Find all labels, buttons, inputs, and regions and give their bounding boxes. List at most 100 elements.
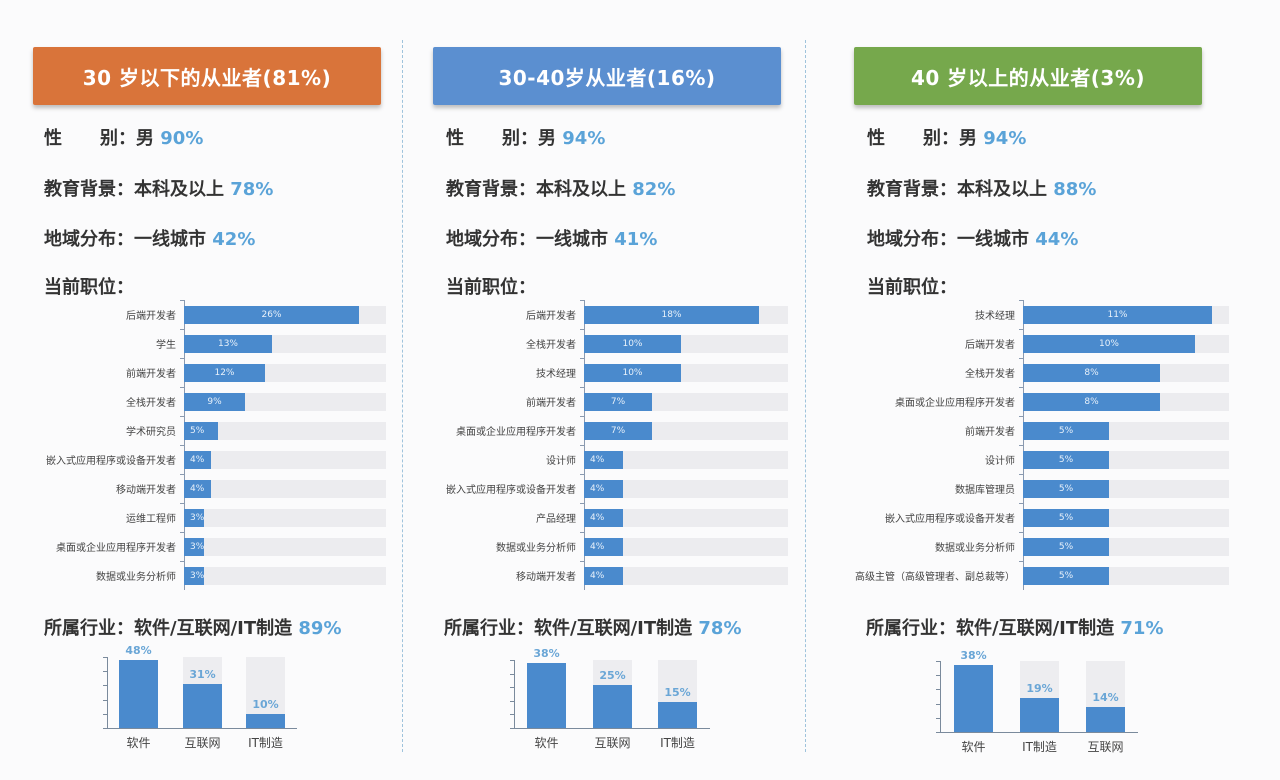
bar-track: 3%: [184, 567, 386, 585]
axis-tick: [1019, 416, 1023, 417]
bar-row: 数据或业务分析师 3%: [96, 561, 386, 590]
bar-track: 9%: [184, 393, 386, 411]
bar-label: 数据库管理员: [955, 485, 1015, 496]
gender-row: 性 别：男 94%: [446, 124, 605, 150]
column-label: 互联网: [1087, 740, 1124, 754]
axis-tick: [180, 532, 184, 533]
bar-fill: 12%: [184, 364, 265, 382]
bar-label: 嵌入式应用程序或设备开发者: [885, 514, 1015, 525]
education-value: ：本科及以上: [518, 179, 626, 200]
x-axis-line: [940, 732, 1138, 733]
bar-label: 嵌入式应用程序或设备开发者: [446, 485, 576, 496]
industry-title: 所属行业：软件/互联网/IT制造 89%: [44, 614, 342, 640]
axis-tick: [1019, 300, 1023, 301]
bar-fill: 4%: [584, 480, 623, 498]
bar-fill: 5%: [1023, 480, 1109, 498]
bar-fill: 13%: [184, 335, 272, 353]
column-label: IT制造: [1022, 740, 1057, 754]
industry-label: 所属行业：软件/互联网/IT制造: [866, 618, 1115, 639]
industry-title: 所属行业：软件/互联网/IT制造 78%: [444, 614, 742, 640]
bar-track: 4%: [584, 509, 788, 527]
region-value: ：一线城市: [116, 229, 206, 250]
axis-tick: [1019, 445, 1023, 446]
panel-over-40: 40 岁以上的从业者(3%) 性 别：男 94% 教育背景：本科及以上 88% 地…: [805, 0, 1280, 780]
column-label: 软件: [126, 736, 151, 750]
gender-value: ：男: [520, 128, 556, 149]
axis-tick: [936, 689, 940, 690]
bar-label: 后端开发者: [126, 311, 176, 322]
region-pct: 42%: [212, 229, 256, 250]
gender-label-a: 性: [44, 128, 62, 149]
region-value: ：一线城市: [939, 229, 1029, 250]
bar-fill: 8%: [1023, 364, 1160, 382]
panel-header: 40 岁以上的从业者(3%): [854, 47, 1202, 105]
bar-track: 3%: [184, 509, 386, 527]
bar-fill: 10%: [1023, 335, 1195, 353]
axis-tick: [1019, 329, 1023, 330]
column-value: 25%: [599, 669, 626, 682]
bar-label: 高级主管（高级管理者、副总裁等）: [855, 572, 1015, 583]
axis-tick: [510, 701, 514, 702]
column-value: 31%: [189, 668, 216, 681]
column-fill: [593, 685, 632, 728]
column: 48% 软件: [119, 644, 158, 750]
column: 10% IT制造: [246, 657, 285, 750]
bar-row: 高级主管（高级管理者、副总裁等） 5%: [855, 561, 1229, 590]
position-bar-chart: 技术经理 11% 后端开发者 10% 全栈开发者 8% 桌面或企业应用程序开发者 8% 前端开发…: [855, 300, 1229, 590]
axis-tick: [580, 532, 584, 533]
axis-tick: [1019, 474, 1023, 475]
bar-fill: 3%: [184, 509, 204, 527]
industry-pct: 89%: [298, 618, 342, 639]
bar-track: 4%: [584, 567, 788, 585]
bar-label: 桌面或企业应用程序开发者: [456, 427, 576, 438]
bar-row: 设计师 5%: [985, 445, 1229, 474]
bar-row: 嵌入式应用程序或设备开发者 4%: [46, 445, 386, 474]
bar-label: 移动端开发者: [116, 485, 176, 496]
bar-track: 4%: [184, 480, 386, 498]
bar-row: 运维工程师 3%: [126, 503, 386, 532]
axis-tick: [580, 300, 584, 301]
bar-label: 前端开发者: [965, 427, 1015, 438]
bar-track: 4%: [584, 480, 788, 498]
column: 38% 软件: [954, 649, 993, 754]
axis-tick: [180, 300, 184, 301]
axis-tick: [1019, 561, 1023, 562]
column-fill: [658, 702, 697, 728]
axis-tick: [936, 732, 940, 733]
education-pct: 88%: [1053, 179, 1097, 200]
bar-label: 桌面或企业应用程序开发者: [895, 398, 1015, 409]
column-value: 14%: [1092, 691, 1119, 704]
x-axis-line: [514, 728, 710, 729]
gender-row: 性 别：男 94%: [867, 124, 1026, 150]
gender-label-a: 性: [446, 128, 464, 149]
bar-label: 数据或业务分析师: [496, 543, 576, 554]
axis-tick: [103, 728, 107, 729]
region-pct: 41%: [614, 229, 658, 250]
bar-fill: 5%: [1023, 509, 1109, 527]
bar-track: 5%: [1023, 538, 1229, 556]
region-label: 地域分布: [44, 229, 116, 250]
column-label: IT制造: [660, 736, 695, 750]
axis-tick: [180, 561, 184, 562]
bar-track: 5%: [1023, 451, 1229, 469]
column-fill: [1020, 698, 1059, 732]
bar-track: 10%: [1023, 335, 1229, 353]
column-fill: [954, 665, 993, 732]
bar-label: 后端开发者: [965, 340, 1015, 351]
gender-label-b: 别: [502, 128, 520, 149]
axis-tick: [936, 704, 940, 705]
region-value: ：一线城市: [518, 229, 608, 250]
bar-row: 桌面或企业应用程序开发者 3%: [56, 532, 386, 561]
bar-fill: 3%: [184, 567, 204, 585]
bar-row: 移动端开发者 4%: [516, 561, 788, 590]
position-title: 当前职位：: [867, 277, 957, 298]
bar-row: 学术研究员 5%: [126, 416, 386, 445]
bar-label: 全栈开发者: [526, 340, 576, 351]
bar-fill: 4%: [584, 538, 623, 556]
gender-pct: 94%: [562, 128, 606, 149]
bar-track: 3%: [184, 538, 386, 556]
axis-tick: [510, 714, 514, 715]
axis-tick: [936, 718, 940, 719]
industry-column-chart: 38% 软件 19% IT制造 14% 互联网: [936, 649, 1138, 754]
bar-label: 全栈开发者: [126, 398, 176, 409]
